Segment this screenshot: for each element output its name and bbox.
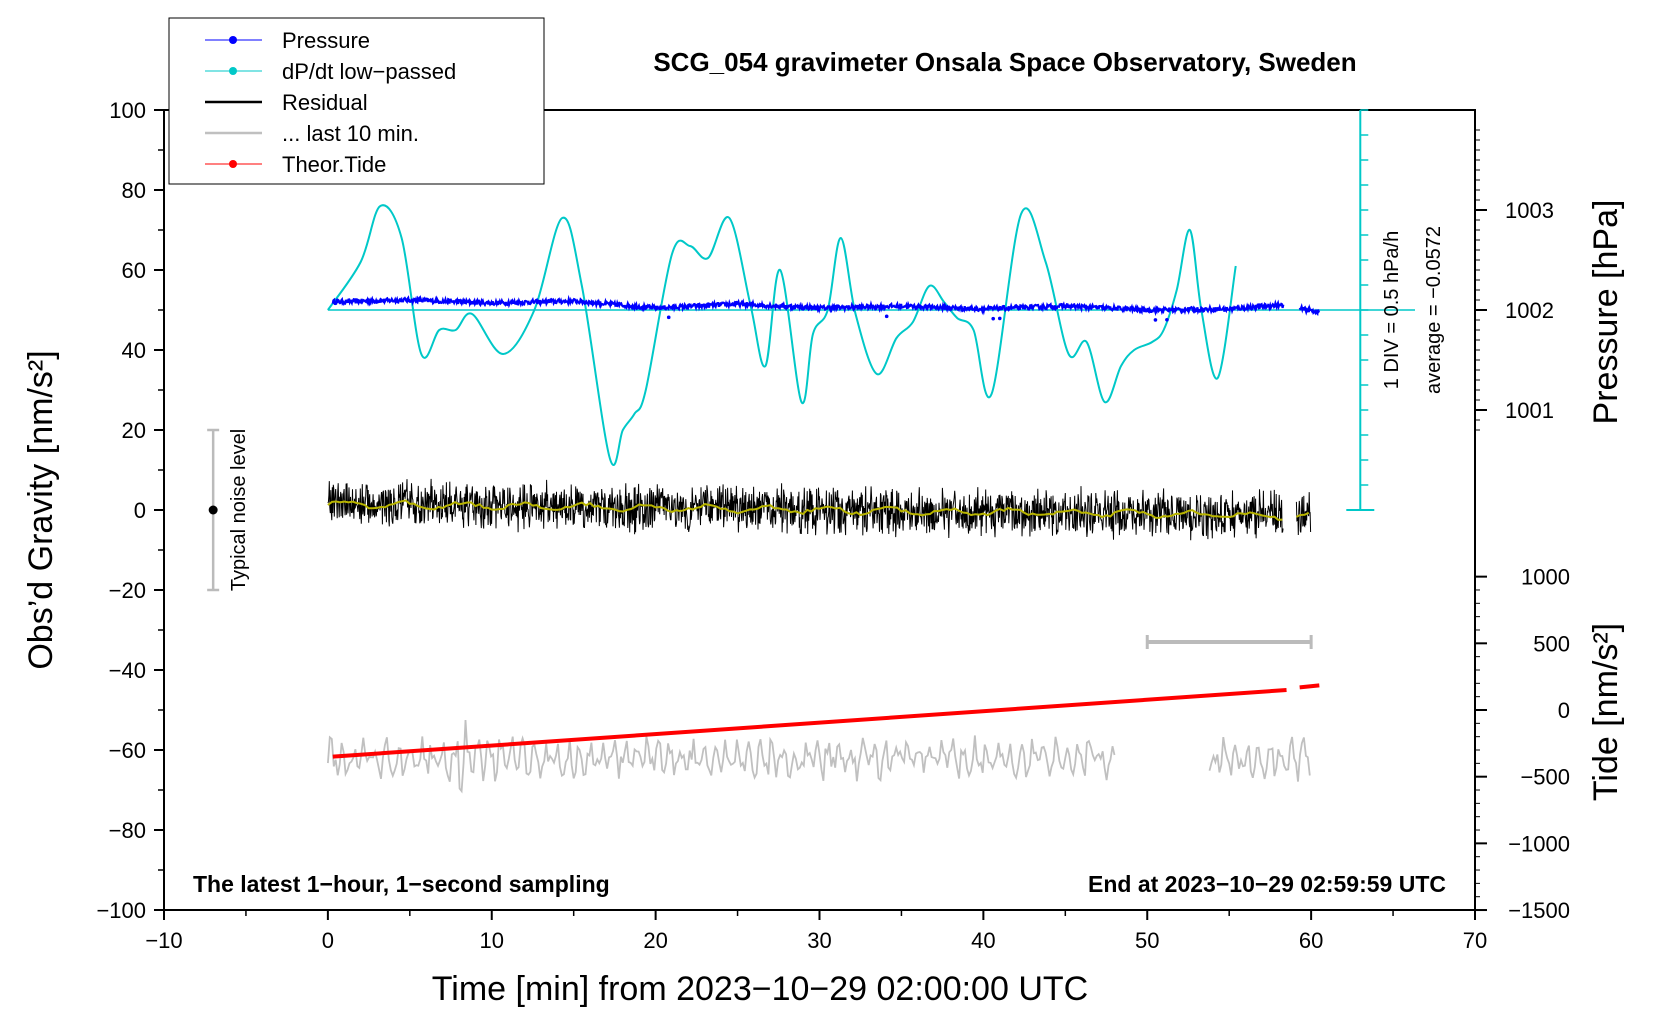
dpdt-line <box>327 204 1237 466</box>
x-tick-label: 70 <box>1463 928 1487 953</box>
x-tick-label: 0 <box>322 928 334 953</box>
tide-axis: −1500 −1000 −500 0 500 1000 <box>1475 565 1570 923</box>
tide-line <box>332 688 1287 759</box>
last-10-min-line <box>327 720 1116 794</box>
x-tick-label: 50 <box>1135 928 1159 953</box>
y-tick-label: −40 <box>109 658 146 683</box>
legend-label: Pressure <box>282 28 370 53</box>
y-tick-label: 60 <box>122 258 146 283</box>
pressure-outlier-dot <box>997 316 1002 321</box>
x-axis-label: Time [min] from 2023−10−29 02:00:00 UTC <box>432 970 1088 1008</box>
y-tick-label: −20 <box>109 578 146 603</box>
pressure-outlier-dot <box>666 315 671 320</box>
legend-marker <box>229 160 237 168</box>
x-tick-label: −10 <box>145 928 182 953</box>
tide-tick-label: 0 <box>1558 698 1570 723</box>
series-layer <box>327 204 1415 794</box>
last-10-min-line <box>1208 736 1311 782</box>
pressure-outlier-dot <box>884 314 889 319</box>
tide-tick-label: −1000 <box>1508 831 1570 856</box>
residual-smoothed-line <box>1295 511 1310 518</box>
y-tick-label: −100 <box>96 898 146 923</box>
noise-level-indicator <box>207 428 220 592</box>
x-tick-label: 30 <box>807 928 831 953</box>
legend-marker <box>229 67 237 75</box>
y-tick-label: 0 <box>134 498 146 523</box>
pressure-tick-label: 1003 <box>1505 198 1554 223</box>
residual-line <box>327 478 1284 541</box>
noise-level-label: Typical noise level <box>228 429 250 591</box>
x-tick-label: 40 <box>971 928 995 953</box>
tide-tick-label: 500 <box>1533 631 1570 656</box>
average-label: average = −0.0572 <box>1423 226 1445 394</box>
pressure-outlier-dot <box>991 316 996 321</box>
bottom-right-note: End at 2023−10−29 02:59:59 UTC <box>1088 871 1446 897</box>
legend-marker <box>229 36 237 44</box>
pressure-axis: 1001 1002 1003 <box>1475 129 1554 431</box>
y-tick-label: 40 <box>122 338 146 363</box>
tide-tick-label: 1000 <box>1521 565 1570 590</box>
pressure-outlier-dot <box>1153 318 1158 322</box>
legend: Pressure dP/dt low−passed Residual ... last… <box>168 17 545 185</box>
y-tick-label: 80 <box>122 178 146 203</box>
bottom-left-note: The latest 1−hour, 1−second sampling <box>193 871 610 897</box>
pressure-line <box>331 294 1285 317</box>
legend-label: Theor.Tide <box>282 152 386 177</box>
x-tick-label: 20 <box>643 928 667 953</box>
pressure-line-tail <box>1298 302 1321 317</box>
y-tick-label: 20 <box>122 418 146 443</box>
y-axis-label: Obs’d Gravity [nm/s²] <box>22 350 60 669</box>
x-axis: −10 0 10 20 30 40 50 60 70 <box>145 910 1487 953</box>
y-tick-label: −80 <box>109 818 146 843</box>
scale-label: 1 DIV = 0.5 hPa/h <box>1381 231 1403 389</box>
y-tick-label: −60 <box>109 738 146 763</box>
pressure-tick-label: 1002 <box>1505 298 1554 323</box>
x-tick-label: 10 <box>480 928 504 953</box>
tide-tick-label: −500 <box>1520 765 1570 790</box>
last-10-min-bar <box>1145 635 1313 649</box>
pressure-tick-label: 1001 <box>1505 398 1554 423</box>
legend-label: Residual <box>282 90 368 115</box>
x-tick-label: 60 <box>1299 928 1323 953</box>
y-axis: −100 −80 −60 −40 −20 0 20 40 60 80 100 <box>96 98 164 923</box>
pressure-axis-label: Pressure [hPa] <box>1587 200 1625 425</box>
tide-line-tail <box>1299 683 1320 690</box>
legend-label: dP/dt low−passed <box>282 59 456 84</box>
legend-label: ... last 10 min. <box>282 121 419 146</box>
y-tick-label: 100 <box>109 98 146 123</box>
pressure-outlier-dot <box>1165 317 1169 322</box>
pressure-scale-bar <box>1346 109 1375 511</box>
noise-bar-center-dot <box>208 505 218 515</box>
chart-title: SCG_054 gravimeter Onsala Space Observat… <box>653 47 1356 77</box>
residual-smoothed-line <box>327 499 1283 521</box>
tide-tick-label: −1500 <box>1508 898 1570 923</box>
tide-axis-label: Tide [nm/s²] <box>1587 623 1625 801</box>
